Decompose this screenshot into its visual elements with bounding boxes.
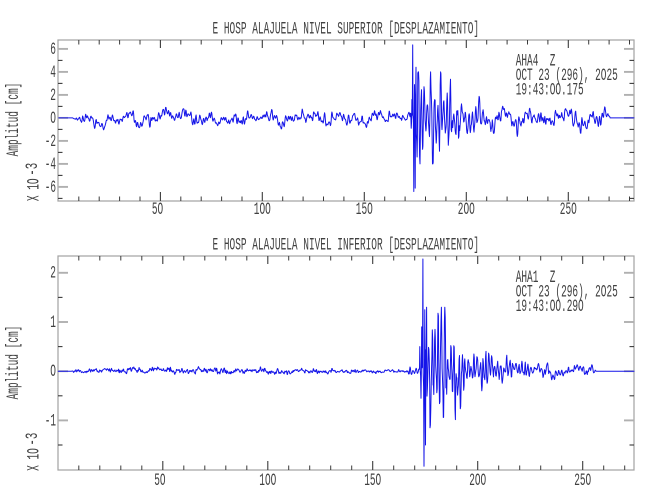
svg-text:15O: 15O [356,201,373,220]
svg-text:2: 2 [50,87,56,106]
svg-text:-1: -1 [45,412,56,431]
svg-text:19:43:OO.29O: 19:43:OO.29O [516,298,584,317]
svg-text:O: O [50,363,56,382]
svg-text:4: 4 [50,64,56,83]
svg-text:25O: 25O [574,472,591,491]
svg-text:X 1O: X 1O [25,178,44,201]
svg-text:E HOSP ALAJUELA NIVEL INFERIOR: E HOSP ALAJUELA NIVEL INFERIOR [DESPLAZA… [213,236,480,255]
svg-text:Amplitud [cm]: Amplitud [cm] [5,83,24,157]
svg-text:O: O [50,110,56,129]
svg-text:OCT 23 (296), 2O25: OCT 23 (296), 2O25 [516,67,618,86]
svg-text:2OO: 2OO [469,472,486,491]
svg-text:1: 1 [50,314,56,333]
svg-text:-2: -2 [45,133,56,152]
svg-text:15O: 15O [364,472,381,491]
svg-text:-4: -4 [45,156,56,175]
svg-text:OCT 23 (296), 2O25: OCT 23 (296), 2O25 [516,283,618,302]
svg-text:2OO: 2OO [458,201,475,220]
svg-text:Amplitud [cm]: Amplitud [cm] [5,326,24,400]
svg-text:-6: -6 [45,179,56,198]
svg-text:AHA4 Z: AHA4 Z [516,53,556,72]
svg-text:-3: -3 [24,163,43,176]
svg-text:2: 2 [50,265,56,284]
svg-text:5O: 5O [154,472,165,491]
svg-text:5O: 5O [152,201,163,220]
svg-text:25O: 25O [560,201,577,220]
svg-text:1OO: 1OO [254,201,271,220]
svg-text:AHA1 Z: AHA1 Z [516,269,556,288]
svg-text:1OO: 1OO [259,472,276,491]
svg-text:19:43:OO.175: 19:43:OO.175 [516,82,584,101]
svg-text:X 1O: X 1O [25,448,44,471]
svg-text:6: 6 [50,41,56,60]
svg-text:E HOSP ALAJUELA NIVEL SUPERIOR: E HOSP ALAJUELA NIVEL SUPERIOR [DESPLAZA… [213,20,480,39]
svg-text:-3: -3 [24,433,43,446]
